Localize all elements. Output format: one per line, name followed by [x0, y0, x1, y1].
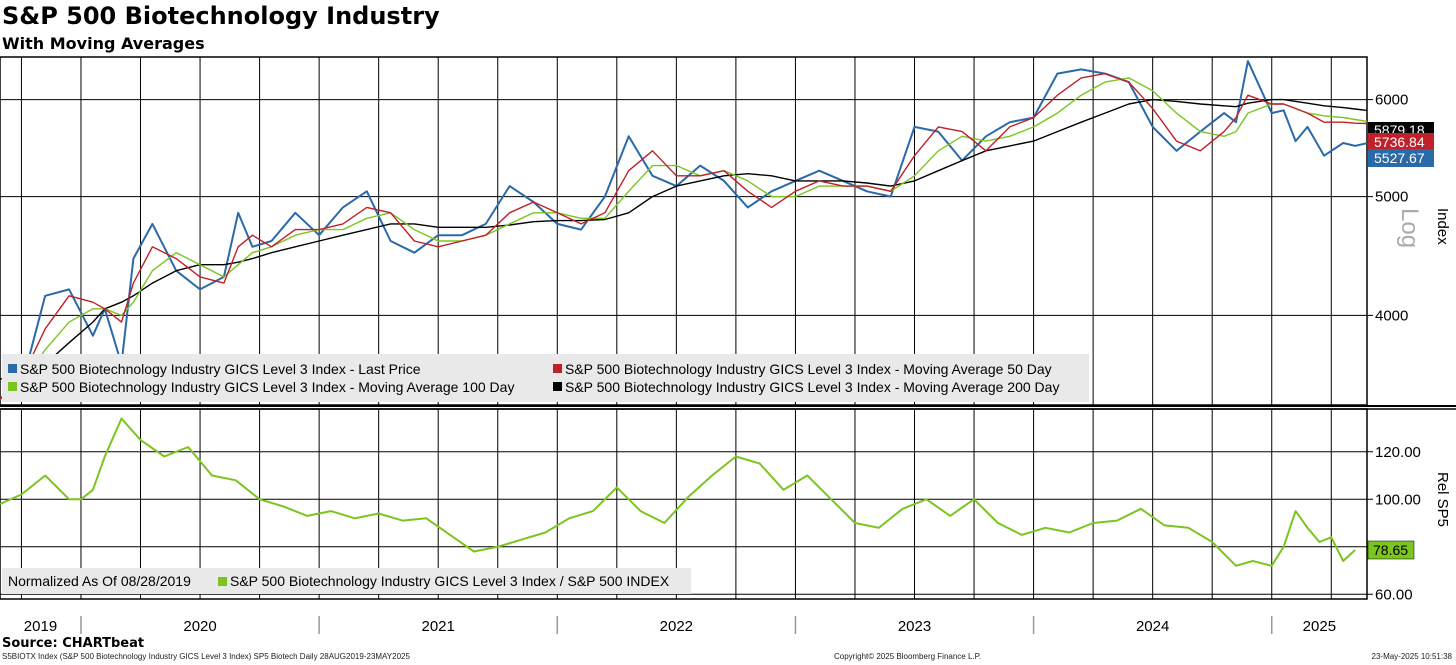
- chart-subtitle: With Moving Averages: [2, 34, 205, 53]
- legend-item-ma100: S&P 500 Biotechnology Industry GICS Leve…: [8, 379, 514, 395]
- x-tick-label: 2021: [422, 618, 455, 635]
- legend-item-ma200: S&P 500 Biotechnology Industry GICS Leve…: [553, 379, 1059, 395]
- tag-text-rel: 78.65: [1373, 542, 1408, 558]
- normalized-label: Normalized As Of 08/28/2019: [8, 573, 191, 589]
- series-line-rel: [0, 417, 1356, 567]
- series-line-ma200: [0, 98, 1368, 380]
- bottom-grid: [0, 409, 1367, 599]
- series-line-price: [0, 60, 1368, 400]
- footer-right: 23-May-2025 10:51:38: [1371, 652, 1453, 661]
- chart-title: S&P 500 Biotechnology Industry: [2, 2, 440, 30]
- tag-bg-rel: [1367, 540, 1415, 560]
- legend-label-ma50: S&P 500 Biotechnology Industry GICS Leve…: [565, 361, 1052, 377]
- y-axis-title-rel: Rel SP5: [1434, 472, 1451, 527]
- legend-swatch-ma100: [8, 382, 17, 391]
- y-tick-label: 6000: [1375, 92, 1408, 109]
- y-tick-label: 60.00: [1375, 586, 1413, 603]
- y-tick-label: 120.00: [1375, 444, 1421, 461]
- x-tick-label: 2025: [1303, 618, 1336, 635]
- bottom-legend-box: [2, 568, 691, 594]
- x-tick-label: 2024: [1136, 618, 1169, 635]
- top-panel-frame: [0, 56, 1368, 406]
- log-scale-label: Log: [1396, 208, 1423, 248]
- x-tick-label: 2019: [24, 618, 57, 635]
- series-line-ma100: [0, 77, 1368, 400]
- y-tick-label: 5000: [1375, 189, 1408, 206]
- top-grid: [0, 57, 1367, 405]
- top-y-ticks: 4000 5000 6000: [1367, 92, 1408, 324]
- last-value-tag-ma50: 5736.84: [1368, 133, 1434, 150]
- legend-item-last-price: S&P 500 Biotechnology Industry GICS Leve…: [8, 361, 421, 377]
- tag-bg-ma50: [1368, 133, 1434, 150]
- last-value-tag-rel: 78.65: [1367, 540, 1415, 560]
- x-axis-ticks: 2019 2020 2021 2022 2023 2024 2025: [24, 616, 1336, 635]
- footer-center: Copyright© 2025 Bloomberg Finance L.P.: [834, 652, 982, 661]
- legend-label-last-price: S&P 500 Biotechnology Industry GICS Leve…: [20, 361, 421, 377]
- legend-swatch-rel: [218, 577, 227, 586]
- y-axis-title-index: Index: [1434, 208, 1451, 245]
- price-series-group: [0, 60, 1368, 400]
- legend-swatch-last-price: [8, 364, 17, 373]
- last-value-tag-price: 5527.67: [1368, 149, 1434, 167]
- relative-series-group: [0, 417, 1356, 567]
- legend-swatch-ma200: [553, 382, 562, 391]
- footer-left: S5BIOTX Index (S&P 500 Biotechnology Ind…: [2, 652, 410, 661]
- legend-item-ma50: S&P 500 Biotechnology Industry GICS Leve…: [553, 361, 1052, 377]
- x-tick-label: 2020: [183, 618, 216, 635]
- tag-text-ma50: 5736.84: [1374, 134, 1425, 150]
- source-note: Source: CHARTbeat: [2, 636, 145, 651]
- x-tick-label: 2022: [660, 618, 693, 635]
- tag-text-price: 5527.67: [1374, 150, 1425, 166]
- y-tick-label: 4000: [1375, 307, 1408, 324]
- y-tick-label: 100.00: [1375, 491, 1421, 508]
- series-line-ma50: [0, 72, 1368, 400]
- top-legend-box: [2, 354, 1089, 402]
- legend-label-ma200: S&P 500 Biotechnology Industry GICS Leve…: [565, 379, 1059, 395]
- legend-swatch-ma50: [553, 364, 562, 373]
- x-tick-label: 2023: [898, 618, 931, 635]
- tag-bg-price: [1368, 149, 1434, 167]
- legend-label-rel: S&P 500 Biotechnology Industry GICS Leve…: [230, 573, 670, 589]
- legend-label-ma100: S&P 500 Biotechnology Industry GICS Leve…: [20, 379, 514, 395]
